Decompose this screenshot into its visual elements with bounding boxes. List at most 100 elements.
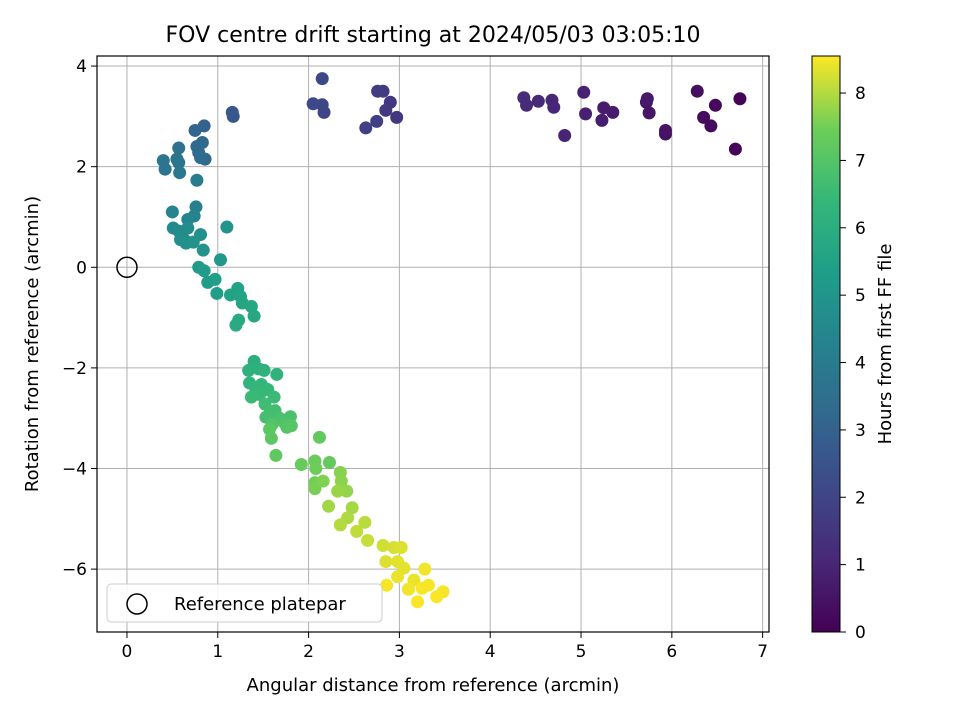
y-axis-label: Rotation from reference (arcmin) <box>22 196 43 492</box>
legend-box <box>106 583 383 623</box>
colorbar-tick-label: 0 <box>855 623 866 643</box>
data-point <box>390 110 404 124</box>
colorbar-tick-label: 2 <box>855 488 866 508</box>
data-point <box>210 286 224 300</box>
x-axis-ticks: 0 1 2 3 4 5 6 7 <box>122 632 768 662</box>
data-point <box>371 84 385 98</box>
data-point <box>531 94 545 108</box>
data-point <box>340 484 354 498</box>
data-point <box>223 288 237 302</box>
reference-point <box>116 256 138 279</box>
data-point <box>269 448 283 462</box>
y-tick-label: 4 <box>76 57 87 77</box>
data-point <box>229 318 243 332</box>
chart-title: FOV centre drift starting at 2024/05/03 … <box>166 23 701 48</box>
data-point <box>247 309 261 323</box>
data-point <box>418 562 432 576</box>
data-point <box>376 538 390 552</box>
data-point <box>244 390 258 404</box>
data-point <box>697 110 711 124</box>
y-axis-ticks: 4 2 0 −2 −4 −6 <box>62 57 97 580</box>
colorbar-tick-label: 5 <box>855 286 866 306</box>
data-point <box>350 524 364 538</box>
data-point <box>577 85 591 99</box>
data-point <box>690 84 704 98</box>
data-point <box>312 430 326 444</box>
x-tick-label: 6 <box>666 642 677 662</box>
data-point <box>704 119 718 133</box>
x-tick-label: 3 <box>394 642 405 662</box>
data-point <box>284 419 298 433</box>
x-tick-label: 1 <box>212 642 223 662</box>
data-point <box>708 98 722 112</box>
y-tick-label: 0 <box>76 258 87 278</box>
data-point <box>173 166 187 180</box>
data-point <box>315 72 329 86</box>
data-point <box>316 474 330 488</box>
data-point <box>415 581 429 595</box>
data-point <box>197 264 211 278</box>
colorbar-tick-label: 8 <box>855 84 866 104</box>
data-point <box>358 515 372 529</box>
data-point <box>306 97 320 111</box>
plot-frame <box>96 55 770 633</box>
data-point <box>595 113 609 127</box>
colorbar-ticks: 0 1 2 3 4 5 6 7 8 <box>840 84 866 643</box>
data-point <box>264 431 278 445</box>
data-point <box>181 221 195 235</box>
y-tick-label: −4 <box>62 460 87 480</box>
colorbar-tick-label: 7 <box>855 151 866 171</box>
data-point <box>379 555 393 569</box>
colorbar-label: Hours from first FF file <box>875 244 896 445</box>
data-point <box>188 123 202 137</box>
y-tick-label: 2 <box>76 158 87 178</box>
data-point <box>165 205 179 219</box>
data-point <box>158 162 172 176</box>
legend: Reference platepar <box>106 583 383 623</box>
y-tick-label: −2 <box>62 359 87 379</box>
x-axis-label: Angular distance from reference (arcmin) <box>247 675 620 696</box>
data-point <box>172 156 186 170</box>
data-point <box>270 367 284 381</box>
data-point <box>322 455 336 469</box>
data-point <box>558 128 572 142</box>
data-point <box>345 501 359 515</box>
x-tick-label: 5 <box>576 642 587 662</box>
data-point <box>308 482 322 496</box>
data-point <box>225 105 239 119</box>
legend-marker-circle <box>126 593 148 615</box>
data-point <box>186 235 200 249</box>
colorbar-tick-label: 6 <box>855 219 866 239</box>
data-point <box>597 101 611 115</box>
data-point <box>380 578 394 592</box>
data-point <box>430 590 444 604</box>
data-point <box>294 457 308 471</box>
data-point <box>214 253 228 267</box>
data-point <box>658 123 672 137</box>
data-point <box>190 140 204 154</box>
colorbar-tick-label: 1 <box>855 556 866 576</box>
x-tick-label: 7 <box>757 642 768 662</box>
data-point <box>196 243 210 257</box>
data-point <box>194 151 208 165</box>
data-point <box>640 92 654 106</box>
data-point <box>220 220 234 234</box>
data-point <box>642 106 656 120</box>
data-point <box>545 93 559 107</box>
data-point <box>394 540 408 554</box>
colorbar-tick-label: 3 <box>855 421 866 441</box>
data-points <box>116 72 747 609</box>
colorbar-gradient <box>811 55 841 633</box>
data-point <box>242 363 256 377</box>
x-tick-label: 0 <box>122 642 133 662</box>
data-point <box>309 462 323 476</box>
data-point <box>517 91 531 105</box>
data-point <box>359 121 373 135</box>
data-point <box>361 533 375 547</box>
data-point <box>728 142 742 156</box>
data-point <box>391 570 405 584</box>
data-point <box>733 92 747 106</box>
data-point <box>579 107 593 121</box>
data-point <box>322 499 336 513</box>
